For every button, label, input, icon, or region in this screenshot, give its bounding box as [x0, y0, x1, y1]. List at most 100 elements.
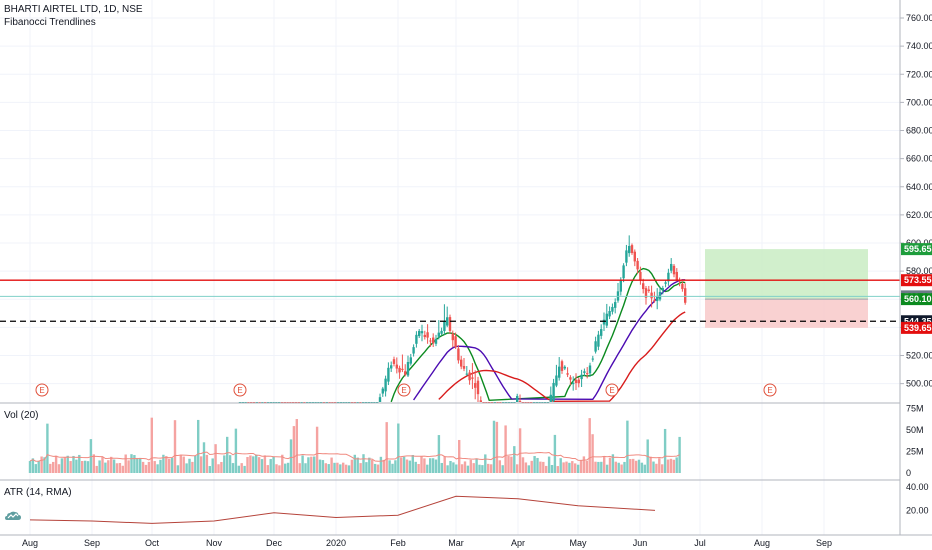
ma-slow-line [438, 311, 686, 403]
volume-bar [504, 425, 507, 473]
tradingview-cloud-icon[interactable] [4, 509, 22, 523]
volume-bar [469, 459, 472, 473]
time-tick-label: Jun [633, 538, 648, 548]
volume-bar [28, 461, 32, 473]
candle-body [440, 330, 443, 334]
candle-body [588, 365, 592, 374]
atr-tick-label: 40.00 [906, 482, 929, 492]
candle-body [583, 371, 586, 373]
volume-bar [110, 456, 113, 473]
volume-bar [547, 456, 551, 473]
volume-bar [124, 454, 127, 473]
volume-bar [492, 420, 496, 473]
candle-body [614, 302, 617, 308]
volume-bar [226, 436, 229, 473]
volume-bar [336, 462, 339, 473]
volume-bar [168, 458, 171, 473]
candle-body [401, 368, 404, 370]
candle-body [476, 380, 480, 395]
volume-bar [310, 456, 313, 473]
earnings-icon [605, 383, 619, 397]
volume-bar [562, 462, 565, 473]
volume-bar [568, 462, 571, 473]
candle-body [675, 271, 678, 281]
volume-bar [446, 465, 449, 473]
horizontal-lines[interactable] [0, 279, 900, 322]
volume-bar [284, 463, 287, 473]
study-label[interactable]: Fibanocci Trendlines [4, 17, 96, 28]
volume-bar [69, 461, 72, 473]
volume-bar [498, 460, 501, 473]
volume-bar [632, 458, 635, 473]
candle-body [572, 383, 575, 385]
candle-body [390, 365, 393, 369]
volume-bar [220, 461, 223, 473]
volume-bar [559, 458, 562, 473]
earnings-mark-label: E [401, 386, 406, 395]
candle-body [667, 272, 670, 282]
volume-bar [298, 463, 301, 473]
candle-body [672, 265, 676, 275]
volume-bar [603, 456, 606, 473]
price-tick-label: 520.00 [906, 351, 932, 361]
volume-bar [675, 457, 678, 473]
volume-bar [315, 426, 319, 473]
volume-bar [431, 458, 435, 473]
candle-body [647, 289, 650, 291]
symbol-title[interactable]: BHARTI AIRTEL LTD, 1D, NSE [4, 4, 143, 15]
volume-bar [162, 454, 165, 473]
candle-body [415, 334, 418, 344]
candle-body [443, 321, 446, 331]
volume-bar [147, 461, 151, 473]
volume-bar [133, 455, 136, 473]
volume-bar [278, 465, 281, 473]
candle-body [468, 372, 471, 381]
candle-body [566, 373, 569, 375]
price-tick-label: 580.00 [906, 266, 932, 276]
time-tick-label: Sep [816, 538, 832, 548]
volume-bar [394, 460, 397, 473]
moving-averages [390, 267, 686, 403]
volume-bar [34, 464, 37, 473]
price-tick-label: 740.00 [906, 41, 932, 51]
candle-body [625, 250, 628, 263]
price-tick-label: 680.00 [906, 126, 932, 136]
volume-bar [388, 460, 391, 473]
volume-bar [330, 457, 333, 473]
candles[interactable] [238, 235, 687, 403]
volume-bar [582, 456, 586, 473]
candle-body [446, 317, 449, 326]
volume-legend[interactable]: Vol (20) [4, 410, 39, 421]
volume-bar [516, 464, 519, 473]
atr-legend[interactable]: ATR (14, RMA) [4, 487, 72, 498]
volume-bar [658, 458, 661, 473]
volume-bar [214, 444, 217, 473]
volume-bar [452, 462, 455, 473]
volume-bar [121, 465, 124, 473]
volume-bar [655, 463, 658, 473]
time-tick-label: Oct [145, 538, 160, 548]
volume-bar [611, 454, 615, 473]
candle-body [432, 337, 435, 344]
volume-bar [417, 464, 420, 473]
volume-bar [179, 455, 182, 473]
volume-bar [597, 461, 600, 473]
time-tick-label: May [569, 538, 587, 548]
volume-bar [263, 455, 267, 473]
volume-bar [231, 463, 235, 473]
volume-bar [463, 461, 467, 473]
volume-bar [211, 458, 214, 473]
candle-body [555, 375, 558, 386]
volume-bar [536, 457, 539, 473]
volume-bar [455, 464, 458, 473]
volume-bar [588, 418, 591, 473]
volume-bar [321, 460, 325, 473]
volume-bar [423, 458, 426, 473]
volume-bar [49, 463, 52, 473]
volume-bar [243, 465, 246, 473]
volume-bar [521, 457, 525, 473]
volume-bar [620, 464, 623, 473]
candle-body [591, 358, 594, 360]
